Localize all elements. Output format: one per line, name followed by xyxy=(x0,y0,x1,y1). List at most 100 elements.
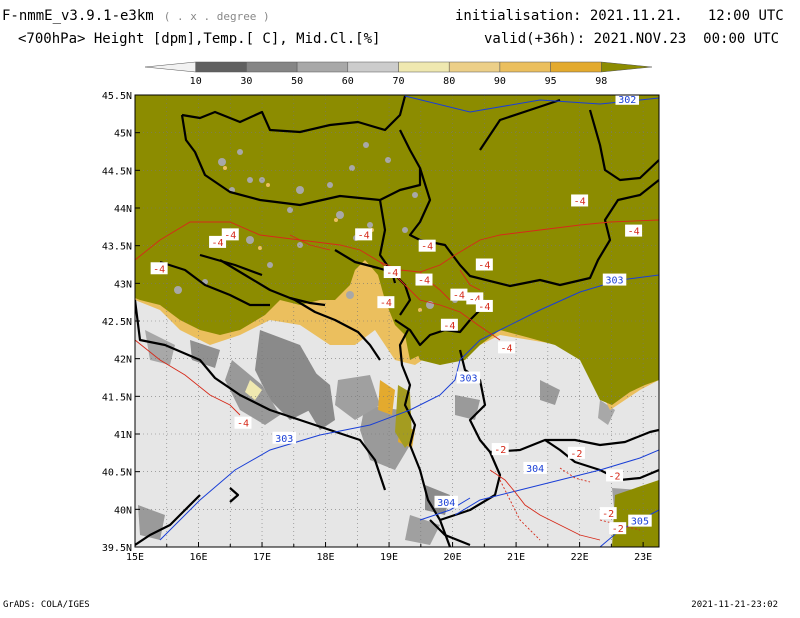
height-contour-labels: 302 303 303 303 304 304 305 xyxy=(272,95,652,528)
temperature-contour-label-bg xyxy=(450,288,468,301)
lat-tick-label: 40.5N xyxy=(102,468,132,479)
lat-tick-label: 43N xyxy=(114,279,132,290)
lon-tick-label: 17E xyxy=(253,552,271,563)
temperature-contour-label-bg xyxy=(609,522,627,535)
colorbar-level-label: 80 xyxy=(443,76,455,87)
lon-tick-label: 23E xyxy=(634,552,652,563)
colorbar-swatch xyxy=(398,61,450,73)
lat-tick-label: 45.5N xyxy=(102,91,132,102)
temperature-contour-label: -4 xyxy=(574,196,586,207)
temperature-contour-label: -2 xyxy=(602,509,614,520)
map-axes: 15E 16E 17E 18E 19E 20E 21E 22E 23E 45.5N 45N 44.5N… xyxy=(102,91,652,563)
temperature-contour-label: -2 xyxy=(609,471,621,482)
temperature-contour-label-bg xyxy=(475,299,493,312)
height-contour-label-bg xyxy=(615,95,639,105)
temperature-contour-label-bg xyxy=(498,341,516,354)
temperature-contour-label: -4 xyxy=(380,298,392,309)
temperature-contour-label: -4 xyxy=(237,419,249,430)
colorbar-level-label: 70 xyxy=(392,76,404,87)
lat-tick-label: 44N xyxy=(114,204,132,215)
lat-tick-label: 42.5N xyxy=(102,317,132,328)
temperature-contour-label: -2 xyxy=(494,445,506,456)
temperature-contour-label-bg xyxy=(440,318,458,331)
temperature-contour-label-bg xyxy=(567,446,585,459)
temperature-contour-labels: -4-4-4-4-4-4-4-4-4-4-4 -4-4-4-4-4-4-2 -2-2… xyxy=(150,194,643,535)
height-contour-label-bg xyxy=(602,273,627,286)
temperature-contour-label-bg xyxy=(150,262,168,275)
lat-tick-label: 40N xyxy=(114,505,132,516)
height-contour-label-bg xyxy=(434,495,458,508)
lat-tick-label: 43.5N xyxy=(102,242,132,253)
init-time: initialisation: 2021.11.21. 12:00 UTC xyxy=(455,8,784,24)
init-value: 2021.11.21. 12:00 UTC xyxy=(589,8,784,24)
temperature-contour-label-bg xyxy=(599,507,617,520)
height-contour-label: 304 xyxy=(526,464,544,475)
lon-tick-label: 21E xyxy=(507,552,525,563)
grads-credit: GrADS: COLA/IGES xyxy=(3,600,90,610)
temperature-contour-label-bg xyxy=(571,194,589,207)
lon-tick-label: 15E xyxy=(126,552,144,563)
height-contour-label: 303 xyxy=(275,434,293,445)
temperature-contour-label-bg xyxy=(377,296,395,309)
colorbar-swatch xyxy=(448,61,501,73)
colorbar-level-label: 98 xyxy=(595,76,607,87)
valid-label: valid(+36h): xyxy=(484,31,586,47)
height-contour-label: 303 xyxy=(606,276,624,287)
temperature-contour-label-bg xyxy=(475,258,493,271)
lat-tick-label: 42N xyxy=(114,355,132,366)
temperature-contour-label: -4 xyxy=(501,343,513,354)
units-note: ( . x . degree ) xyxy=(163,10,270,23)
lat-tick-label: 41N xyxy=(114,430,132,441)
height-contour-label: 302 xyxy=(618,95,636,106)
temperature-contour-label: -4 xyxy=(478,302,490,313)
temperature-contour-label-bg xyxy=(383,266,401,279)
temperature-contour-label: -4 xyxy=(224,230,236,241)
height-contour-label-bg xyxy=(523,461,547,474)
height-contour-label-bg xyxy=(628,514,652,527)
colorbar-swatch xyxy=(246,61,298,73)
colorbar-swatch xyxy=(601,61,653,73)
lon-tick-label: 19E xyxy=(380,552,398,563)
lat-tick-label: 39.5N xyxy=(102,543,132,554)
field-description: <700hPa> Height [dpm],Temp.[ C], Mid.Cl.… xyxy=(18,31,381,47)
temperature-contour-label: -4 xyxy=(443,321,455,332)
colorbar-level-label: 95 xyxy=(545,76,557,87)
lon-tick-label: 20E xyxy=(444,552,462,563)
lon-tick-label: 18E xyxy=(317,552,335,563)
high-cloud-area xyxy=(135,95,659,405)
lat-tick-label: 41.5N xyxy=(102,392,132,403)
colorbar-swatch xyxy=(296,61,349,73)
colorbar-swatch xyxy=(347,61,399,73)
temperature-contour-label: -4 xyxy=(421,242,433,253)
temperature-contour-label-bg xyxy=(625,224,643,237)
valid-time: valid(+36h): 2021.NOV.23 00:00 UTC xyxy=(484,31,779,47)
height-contour-label: 305 xyxy=(631,517,649,528)
temperature-contour-label: -4 xyxy=(418,276,430,287)
temperature-contour-label: -4 xyxy=(386,268,398,279)
generation-timestamp: 2021-11-21-23:02 xyxy=(691,600,778,610)
temperature-contour-label: -4 xyxy=(153,264,165,275)
height-contour-label: 303 xyxy=(459,374,477,385)
colorbar-level-label: 60 xyxy=(342,76,354,87)
temperature-contour-label: -4 xyxy=(212,238,224,249)
height-contour-label: 304 xyxy=(437,498,455,509)
temperature-contour-label: -4 xyxy=(628,227,640,238)
colorbar: 10 30 50 60 70 80 90 95 98 xyxy=(144,61,653,87)
valid-value: 2021.NOV.23 00:00 UTC xyxy=(593,31,780,47)
temperature-contour-label-bg xyxy=(491,443,509,456)
model-name: F-nmmE_v3.9.1-e3km xyxy=(2,8,154,24)
temperature-contour-label: -4 xyxy=(358,230,370,241)
temperature-contour-label-bg xyxy=(355,228,373,241)
height-contour-label-bg xyxy=(456,371,481,384)
colorbar-level-label: 30 xyxy=(240,76,252,87)
temperature-contour-label-bg xyxy=(418,239,436,252)
temperature-contour-label-bg xyxy=(415,273,433,286)
temperature-contour-label: -4 xyxy=(478,261,490,272)
temperature-contour-label: -4 xyxy=(469,294,481,305)
lat-tick-label: 45N xyxy=(114,129,132,140)
cloud-speckles xyxy=(174,142,458,309)
temperature-contour-label: -4 xyxy=(453,291,465,302)
lon-tick-label: 22E xyxy=(571,552,589,563)
temperature-contour-label-bg xyxy=(606,469,624,482)
